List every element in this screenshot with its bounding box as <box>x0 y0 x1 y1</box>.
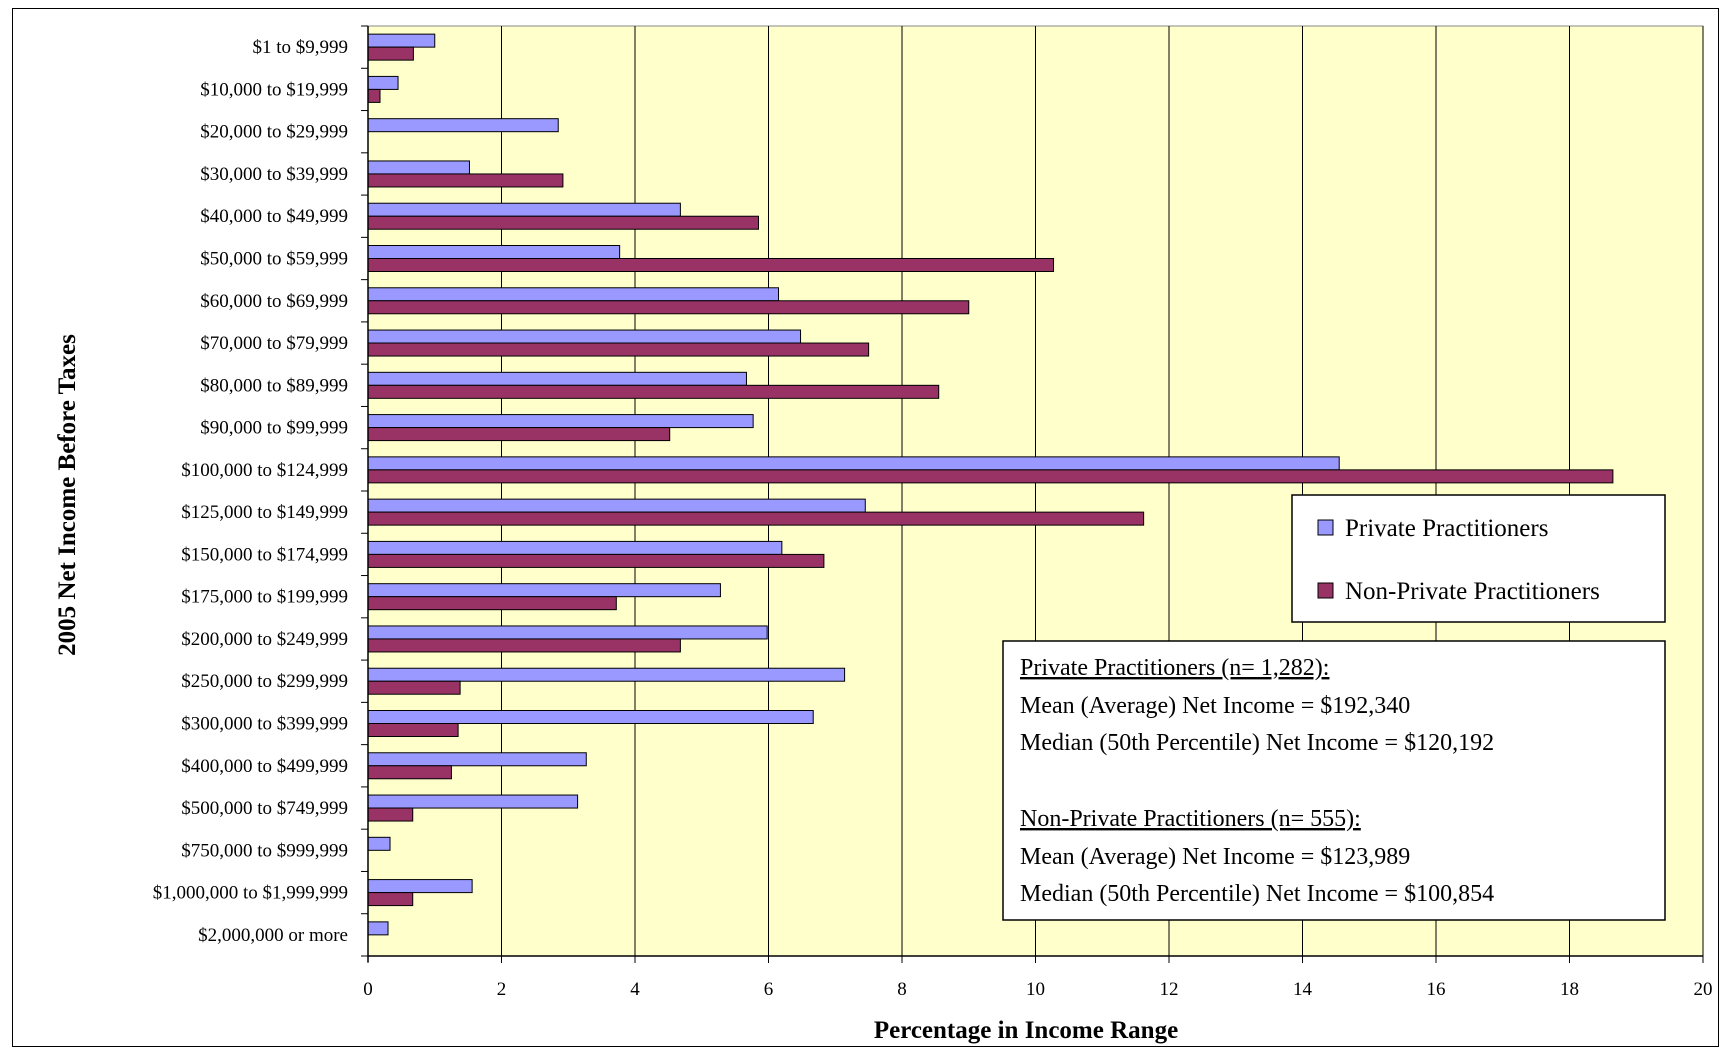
category-label: $60,000 to $69,999 <box>200 291 348 312</box>
category-label: $30,000 to $39,999 <box>200 164 348 185</box>
category-label: $500,000 to $749,999 <box>181 798 348 819</box>
category-label: $50,000 to $59,999 <box>200 249 348 270</box>
x-tick-label: 18 <box>1560 979 1579 1000</box>
x-tick-label: 6 <box>764 979 774 1000</box>
category-label: $100,000 to $124,999 <box>181 460 348 481</box>
category-label: $300,000 to $399,999 <box>181 714 348 735</box>
category-label: $750,000 to $999,999 <box>181 840 348 861</box>
bar-nonprivate <box>367 469 1614 484</box>
nonprivate-median: Median (50th Percentile) Net Income = $1… <box>1020 881 1494 907</box>
bar-nonprivate <box>367 596 617 611</box>
category-label: $90,000 to $99,999 <box>200 418 348 439</box>
bar-nonprivate <box>367 638 681 653</box>
stats-box: Private Practitioners (n= 1,282): Mean (… <box>1002 640 1666 921</box>
bar-private <box>367 879 473 894</box>
x-tick-label: 12 <box>1160 979 1179 1000</box>
legend-swatch-nonprivate <box>1317 582 1334 599</box>
bar-private <box>367 160 470 175</box>
bar-private <box>367 371 747 386</box>
private-median: Median (50th Percentile) Net Income = $1… <box>1020 730 1494 756</box>
bar-private <box>367 794 579 809</box>
bar-nonprivate <box>367 258 1055 272</box>
chart-frame <box>12 8 1719 1047</box>
private-mean: Mean (Average) Net Income = $192,340 <box>1020 693 1410 719</box>
bar-private <box>367 329 802 344</box>
bar-private <box>367 583 721 598</box>
private-stats-heading: Private Practitioners (n= 1,282): <box>1020 655 1329 681</box>
bar-nonprivate <box>367 807 414 822</box>
bar-private <box>367 836 391 851</box>
legend: Private Practitioners Non-Private Practi… <box>1291 494 1666 623</box>
bar-nonprivate <box>367 215 759 230</box>
category-label: $1 to $9,999 <box>252 37 348 58</box>
x-tick-label: 0 <box>363 979 373 1000</box>
category-label: $125,000 to $149,999 <box>181 502 348 523</box>
bar-private <box>367 667 846 682</box>
bar-nonprivate <box>367 765 452 780</box>
x-tick-label: 20 <box>1694 979 1713 1000</box>
bar-private <box>367 414 754 429</box>
bar-nonprivate <box>367 511 1145 526</box>
bar-nonprivate <box>367 300 970 315</box>
bar-private <box>367 625 768 640</box>
x-axis-title: Percentage in Income Range <box>874 1017 1178 1044</box>
category-label: $70,000 to $79,999 <box>200 333 348 354</box>
bar-nonprivate <box>367 384 940 399</box>
x-tick-label: 2 <box>497 979 507 1000</box>
category-label: $250,000 to $299,999 <box>181 671 348 692</box>
category-label: $40,000 to $49,999 <box>200 206 348 227</box>
y-axis-title: 2005 Net Income Before Taxes <box>54 334 81 656</box>
bar-nonprivate <box>367 892 414 907</box>
bar-private <box>367 752 587 767</box>
bar-private <box>367 287 780 302</box>
y-category-labels: $1 to $9,999 $10,000 to $19,999 $20,000 to… <box>153 37 348 946</box>
category-label: $150,000 to $174,999 <box>181 544 348 565</box>
x-tick-labels: 0 2 4 6 8 10 12 14 16 18 20 <box>363 979 1712 1000</box>
legend-label-nonprivate: Non-Private Practitioners <box>1345 578 1600 605</box>
legend-box <box>1291 494 1666 623</box>
bar-nonprivate <box>367 427 671 442</box>
bar-nonprivate <box>367 553 825 568</box>
category-label: $2,000,000 or more <box>198 925 348 946</box>
category-label: $400,000 to $499,999 <box>181 756 348 777</box>
x-tick-label: 16 <box>1427 979 1446 1000</box>
bar-nonprivate <box>367 680 461 695</box>
x-tick-label: 10 <box>1026 979 1045 1000</box>
bar-nonprivate <box>367 173 564 188</box>
category-label: $20,000 to $29,999 <box>200 122 348 143</box>
bar-private <box>367 456 1340 471</box>
bar-private <box>367 75 399 90</box>
bar-private <box>367 540 783 555</box>
bar-private <box>367 921 389 936</box>
x-tick-label: 4 <box>630 979 640 1000</box>
legend-label-private: Private Practitioners <box>1345 515 1548 542</box>
bar-nonprivate <box>367 723 459 737</box>
category-label: $10,000 to $19,999 <box>200 79 348 100</box>
category-label: $80,000 to $89,999 <box>200 375 348 396</box>
bar-private <box>367 33 436 48</box>
x-tick-label: 8 <box>897 979 907 1000</box>
legend-swatch-private <box>1317 519 1334 536</box>
bar-private <box>367 202 681 217</box>
nonprivate-mean: Mean (Average) Net Income = $123,989 <box>1020 844 1410 870</box>
bar-nonprivate <box>367 342 870 357</box>
category-label: $1,000,000 to $1,999,999 <box>153 883 348 904</box>
stats-box-border <box>1002 640 1666 921</box>
bar-nonprivate <box>367 88 381 103</box>
x-tick-label: 14 <box>1293 979 1313 1000</box>
axes <box>361 25 1704 963</box>
bar-nonprivate <box>367 46 414 61</box>
nonprivate-stats-heading: Non-Private Practitioners (n= 555): <box>1020 806 1361 832</box>
category-label: $200,000 to $249,999 <box>181 629 348 650</box>
category-label: $175,000 to $199,999 <box>181 587 348 608</box>
bar-private <box>367 710 814 724</box>
bar-private <box>367 498 866 513</box>
bar-private <box>367 118 559 133</box>
bar-private <box>367 245 621 259</box>
